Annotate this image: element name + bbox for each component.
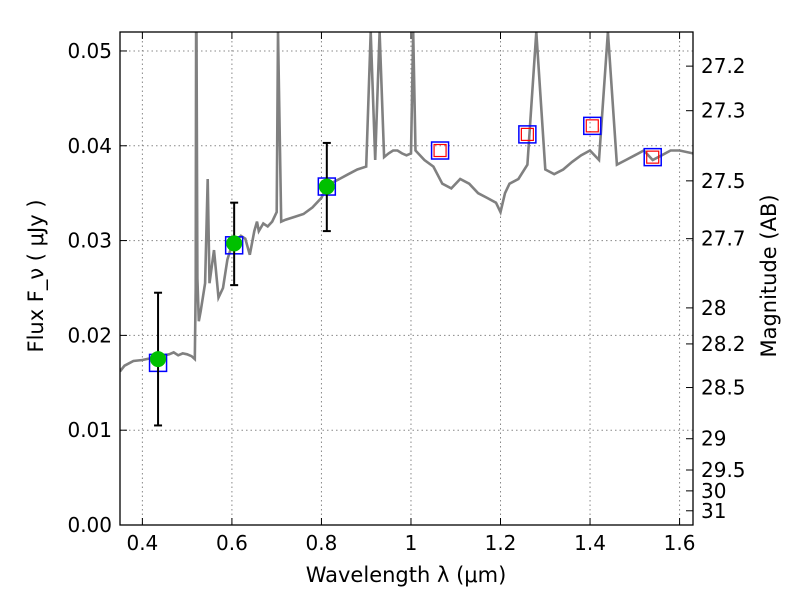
x-tick-label: 1	[405, 531, 418, 555]
y-tick-label: 0.00	[67, 513, 112, 537]
model-square-point	[643, 147, 662, 167]
y-tick-label: 0.02	[67, 323, 112, 347]
upper-limit-point	[520, 127, 534, 141]
x-tick-label: 1.4	[574, 531, 606, 555]
y-tick-label: 0.05	[67, 39, 112, 63]
x-tick-label: 1.6	[664, 531, 696, 555]
y2-tick-label: 31	[701, 499, 726, 523]
y-tick-label: 0.03	[67, 229, 112, 253]
upper-limit-point	[585, 119, 599, 133]
y2-tick-label: 27.2	[701, 54, 746, 78]
y2-tick-label: 29.5	[701, 458, 746, 482]
plot-frame	[119, 31, 694, 526]
ticks-layer	[120, 32, 693, 526]
y2-tick-label: 28	[701, 296, 726, 320]
detection-point	[318, 178, 335, 195]
y2-tick-label: 28.5	[701, 376, 746, 400]
marks-layer	[148, 116, 662, 427]
upper-limit-point	[433, 143, 447, 158]
y2-axis-label: Magnitude (AB)	[757, 194, 781, 357]
y2-tick-label: 27.5	[701, 169, 746, 193]
model-square-point	[583, 116, 602, 136]
y2-tick-label: 27.3	[701, 99, 746, 123]
x-axis-label: Wavelength λ (μm)	[306, 563, 507, 587]
y-axis-label: Flux F_ν ( μJy )	[24, 199, 49, 352]
model-square-point	[518, 125, 537, 144]
y2-tick-label: 28.2	[701, 332, 746, 356]
x-tick-label: 1.2	[485, 531, 517, 555]
upper-limit-point	[646, 150, 660, 164]
y2-tick-label: 30	[701, 479, 726, 503]
x-tick-label: 0.6	[216, 531, 248, 555]
detection-point	[226, 235, 243, 252]
detection-point	[150, 351, 167, 368]
y2-tick-label: 29	[701, 427, 726, 451]
plot-area	[120, 32, 693, 427]
y-tick-label: 0.01	[67, 418, 112, 442]
model-square-point	[430, 141, 450, 160]
x-tick-label: 0.4	[126, 531, 158, 555]
model-spectrum-line	[120, 32, 693, 373]
y-tick-label: 0.04	[67, 134, 112, 158]
tick-labels-layer: 0.4 0.6 0.8 1 1.2 1.4 1.6 0.00 0.01 0.02 0.03 0.04 0…	[67, 39, 745, 555]
x-tick-label: 0.8	[306, 531, 338, 555]
y2-tick-label: 27.7	[701, 227, 746, 251]
